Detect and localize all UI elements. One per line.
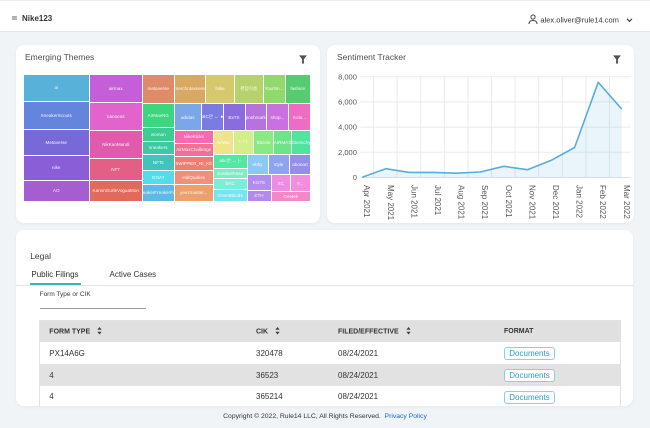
svg-text:4,000: 4,000 bbox=[338, 123, 357, 132]
svg-text:Oct 2021: Oct 2021 bbox=[504, 185, 513, 218]
svg-text:Jan 2022: Jan 2022 bbox=[575, 185, 584, 218]
svg-text:Nov 2021: Nov 2021 bbox=[527, 185, 536, 220]
svg-text:Jul 2021: Jul 2021 bbox=[433, 185, 442, 216]
svg-text:8,000: 8,000 bbox=[338, 72, 357, 81]
svg-text:Mar 2022: Mar 2022 bbox=[622, 185, 631, 219]
svg-text:0: 0 bbox=[353, 173, 357, 182]
svg-text:Sep 2021: Sep 2021 bbox=[480, 185, 489, 220]
svg-text:Apr 2021: Apr 2021 bbox=[362, 185, 371, 218]
svg-text:May 2021: May 2021 bbox=[386, 185, 395, 221]
svg-text:6,000: 6,000 bbox=[338, 98, 357, 107]
svg-text:Feb 2022: Feb 2022 bbox=[598, 185, 607, 219]
svg-text:Jun 2021: Jun 2021 bbox=[409, 185, 418, 218]
svg-text:Aug 2021: Aug 2021 bbox=[457, 185, 466, 220]
svg-text:Dec 2021: Dec 2021 bbox=[551, 185, 560, 220]
svg-text:2,000: 2,000 bbox=[338, 148, 357, 157]
